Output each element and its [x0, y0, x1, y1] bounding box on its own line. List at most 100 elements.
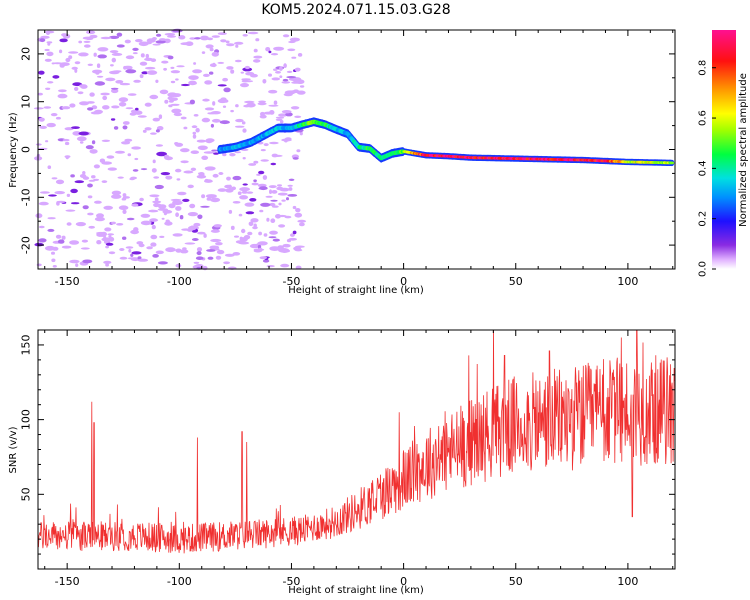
noise-blob: [220, 97, 227, 101]
noise-blob: [58, 89, 67, 93]
noise-blob: [266, 217, 270, 222]
noise-blob: [38, 70, 45, 75]
noise-blob: [183, 126, 188, 130]
noise-blob: [38, 201, 49, 206]
noise-blob: [225, 40, 230, 44]
noise-blob: [159, 89, 169, 95]
noise-blob: [275, 116, 285, 119]
noise-blob: [299, 222, 305, 227]
noise-blob: [175, 206, 182, 211]
noise-blob: [164, 99, 169, 104]
x-tick-label: 0: [400, 575, 407, 588]
noise-blob: [157, 208, 169, 211]
noise-blob: [249, 243, 260, 249]
noise-blob: [272, 238, 280, 242]
noise-blob: [287, 194, 298, 197]
noise-blob: [107, 167, 118, 171]
noise-blob: [52, 265, 57, 268]
noise-blob: [155, 144, 163, 147]
noise-blob: [170, 66, 175, 69]
noise-blob: [165, 175, 173, 180]
noise-blob: [94, 216, 105, 222]
noise-blob: [149, 94, 159, 100]
noise-blob: [167, 92, 178, 98]
noise-blob: [286, 239, 292, 243]
noise-blob: [196, 174, 207, 179]
noise-blob: [242, 128, 247, 133]
noise-blob: [269, 141, 279, 145]
noise-blob: [219, 120, 230, 125]
noise-blob: [39, 38, 46, 43]
noise-blob: [197, 145, 208, 151]
noise-blob: [242, 157, 246, 160]
noise-blob: [59, 62, 70, 66]
noise-blob: [51, 258, 56, 263]
x-tick-label: 50: [509, 275, 523, 288]
noise-blob: [217, 84, 227, 87]
noise-blob: [57, 93, 68, 99]
noise-blob: [235, 104, 239, 108]
noise-blob: [138, 41, 149, 47]
noise-blob: [176, 65, 185, 68]
noise-blob: [222, 152, 227, 157]
noise-blob: [249, 198, 257, 202]
noise-blob: [85, 36, 94, 41]
noise-blob: [230, 225, 235, 230]
noise-blob: [294, 115, 302, 119]
noise-blob: [87, 63, 94, 66]
noise-blob: [152, 43, 161, 46]
noise-blob: [94, 200, 102, 204]
noise-blob: [253, 48, 258, 53]
noise-blob: [184, 242, 196, 245]
noise-blob: [152, 254, 159, 258]
noise-blob: [279, 66, 283, 71]
noise-blob: [271, 190, 278, 194]
noise-blob: [110, 87, 119, 90]
noise-blob: [164, 33, 176, 36]
x-tick-label: -50: [282, 275, 300, 288]
noise-blob: [115, 80, 124, 84]
noise-blob: [91, 140, 96, 145]
noise-blob: [125, 107, 134, 110]
noise-blob: [126, 217, 135, 221]
noise-blob: [211, 149, 219, 152]
noise-blob: [282, 243, 291, 248]
noise-blob: [106, 155, 115, 159]
noise-blob: [47, 217, 56, 220]
noise-blob: [256, 173, 261, 176]
noise-blob: [105, 77, 116, 82]
noise-blob: [130, 253, 134, 257]
x-tick-label: -150: [55, 575, 80, 588]
noise-blob: [160, 172, 171, 176]
noise-blob: [134, 157, 139, 161]
colorbar: 0.0 0.2 0.4 0.6 0.8 Normalized spectral ampl…: [698, 30, 749, 277]
noise-blob: [232, 201, 241, 204]
noise-blob: [78, 131, 89, 136]
noise-blob: [40, 191, 50, 194]
noise-blob: [131, 146, 142, 150]
noise-blob: [201, 117, 211, 123]
noise-blob: [96, 213, 104, 218]
noise-blob: [180, 116, 187, 120]
noise-blob: [154, 197, 159, 202]
noise-blob: [206, 249, 216, 252]
noise-blob: [192, 134, 197, 139]
noise-blob: [173, 112, 183, 117]
noise-blob: [79, 101, 90, 106]
noise-blob: [226, 43, 235, 47]
noise-blob: [229, 153, 236, 157]
noise-blob: [180, 83, 190, 87]
noise-blob: [288, 178, 295, 181]
noise-blob: [201, 155, 209, 160]
noise-blob: [92, 69, 103, 74]
y-tick-label: -10: [20, 188, 33, 206]
noise-blob: [252, 226, 258, 230]
noise-blob: [244, 202, 255, 207]
noise-blob: [290, 233, 295, 237]
noise-blob: [210, 197, 221, 203]
noise-blob: [96, 63, 101, 68]
noise-blob: [59, 49, 63, 54]
noise-blob: [122, 236, 127, 240]
noise-blob: [105, 245, 109, 249]
noise-blob: [287, 48, 296, 52]
